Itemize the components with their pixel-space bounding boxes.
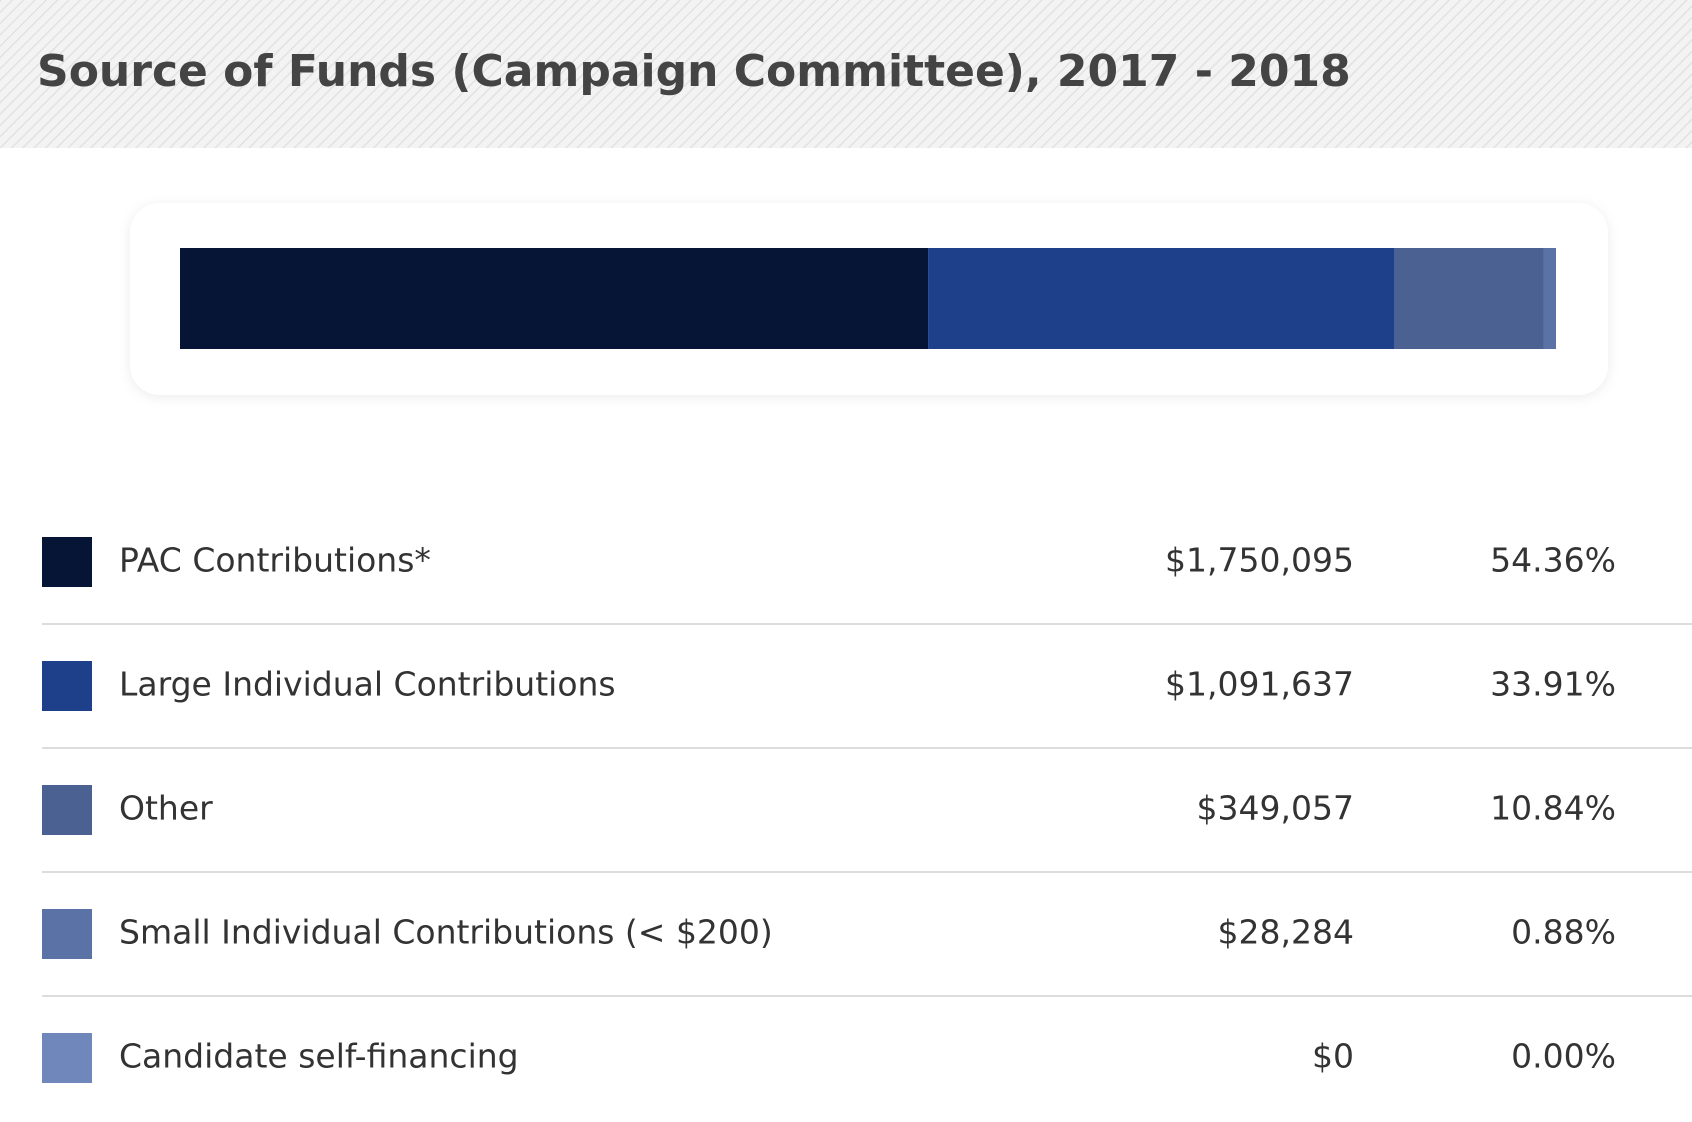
bar-segment xyxy=(1394,248,1544,349)
legend-swatch xyxy=(42,785,92,835)
percent-label: 54.36% xyxy=(1490,541,1616,580)
legend-label: Candidate self-financing xyxy=(119,1037,519,1076)
legend-label: Other xyxy=(119,789,213,828)
legend-swatch xyxy=(42,1033,92,1083)
header-band xyxy=(0,0,1692,148)
percent-label: 33.91% xyxy=(1490,665,1616,704)
percent-label: 0.88% xyxy=(1511,913,1616,952)
amount-label: $1,091,637 xyxy=(1165,665,1354,704)
bar-segment xyxy=(180,248,929,349)
percent-label: 10.84% xyxy=(1490,789,1616,828)
amount-label: $1,750,095 xyxy=(1165,541,1354,580)
legend-swatch xyxy=(42,909,92,959)
legend-label: Small Individual Contributions (< $200) xyxy=(119,913,773,952)
amount-label: $0 xyxy=(1312,1037,1354,1076)
bar-segment xyxy=(928,248,1395,349)
percent-label: 0.00% xyxy=(1511,1037,1616,1076)
legend-swatch xyxy=(42,661,92,711)
amount-label: $349,057 xyxy=(1197,789,1354,828)
legend-label: Large Individual Contributions xyxy=(119,665,616,704)
legend-swatch xyxy=(42,537,92,587)
legend-label: PAC Contributions* xyxy=(119,541,431,580)
amount-label: $28,284 xyxy=(1218,913,1354,952)
bar-segment xyxy=(1543,248,1556,349)
chart-title: Source of Funds (Campaign Committee), 20… xyxy=(37,46,1351,97)
